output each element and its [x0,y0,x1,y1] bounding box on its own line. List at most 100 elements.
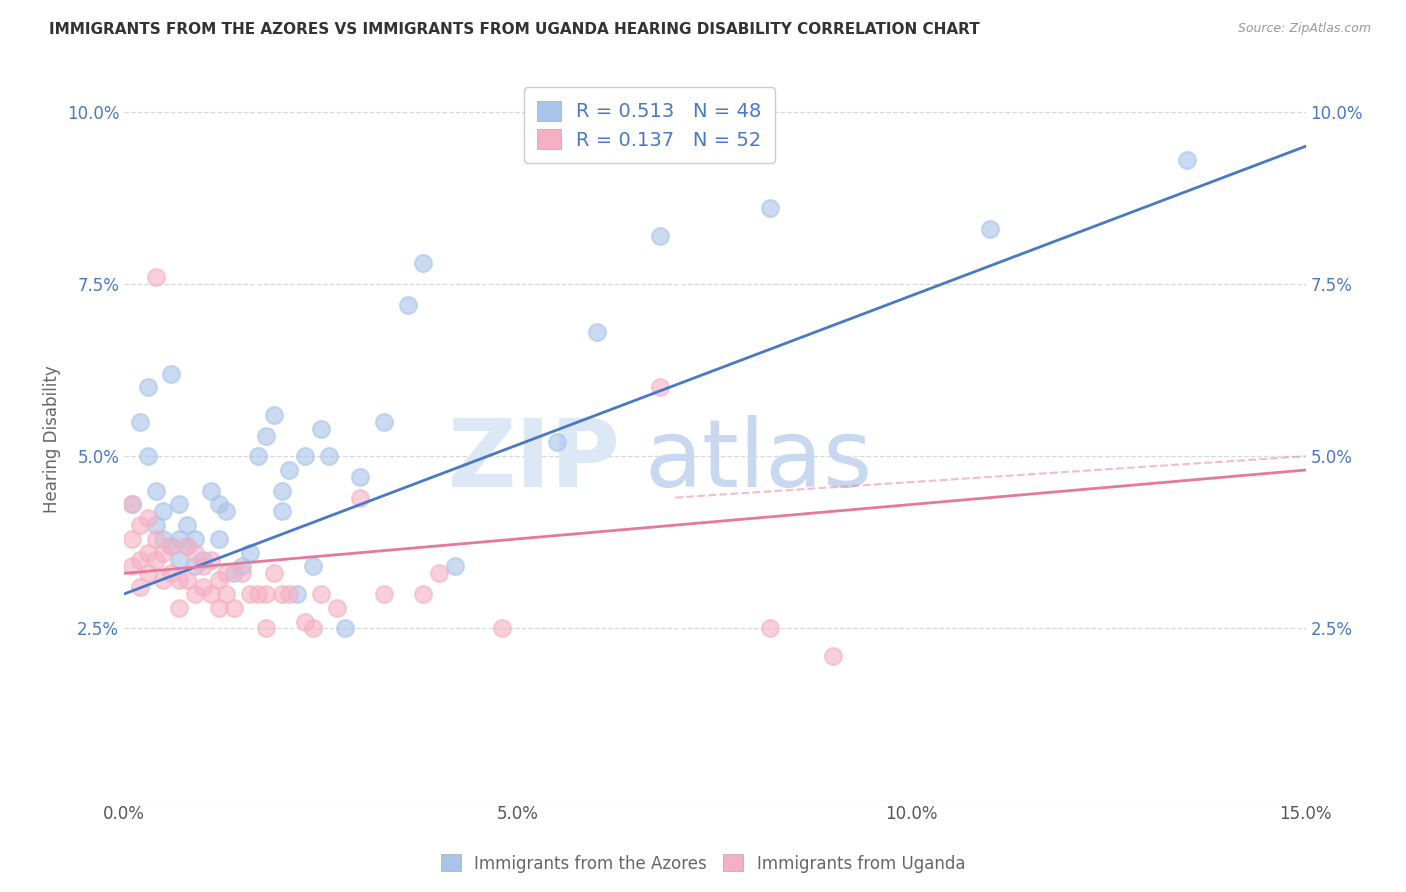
Point [152,546,174,560]
Point [270,587,292,601]
Point [979,222,1001,236]
Point [121,559,143,574]
Point [176,539,198,553]
Point [325,600,347,615]
Point [136,546,159,560]
Point [215,566,238,581]
Point [427,566,450,581]
Point [191,559,214,574]
Point [491,622,513,636]
Point [285,587,308,601]
Point [239,546,262,560]
Point [278,587,301,601]
Point [152,573,174,587]
Point [136,511,159,525]
Point [224,600,246,615]
Point [167,552,190,566]
Point [145,532,167,546]
Point [145,518,167,533]
Point [373,415,395,429]
Point [263,408,285,422]
Point [128,518,150,533]
Point [176,539,198,553]
Point [128,415,150,429]
Point [585,326,607,340]
Point [167,600,190,615]
Point [184,546,207,560]
Point [231,559,253,574]
Point [121,498,143,512]
Text: ZIP: ZIP [447,415,620,507]
Point [396,298,419,312]
Point [184,587,207,601]
Point [121,498,143,512]
Point [821,648,844,663]
Point [167,573,190,587]
Point [207,498,229,512]
Point [254,587,277,601]
Point [759,202,782,216]
Point [412,256,434,270]
Point [207,600,229,615]
Point [648,228,671,243]
Point [648,380,671,394]
Point [278,463,301,477]
Point [1177,153,1199,167]
Point [145,483,167,498]
Point [231,566,253,581]
Point [152,504,174,518]
Point [333,622,356,636]
Point [152,532,174,546]
Point [160,539,183,553]
Point [207,532,229,546]
Point [412,587,434,601]
Point [373,587,395,601]
Point [184,559,207,574]
Point [263,566,285,581]
Y-axis label: Hearing Disability: Hearing Disability [44,365,60,513]
Point [585,139,607,153]
Point [200,552,222,566]
Point [145,270,167,285]
Point [309,587,332,601]
Point [215,504,238,518]
Point [294,449,316,463]
Point [239,587,262,601]
Point [167,498,190,512]
Text: atlas: atlas [644,415,872,507]
Point [309,422,332,436]
Text: IMMIGRANTS FROM THE AZORES VS IMMIGRANTS FROM UGANDA HEARING DISABILITY CORRELAT: IMMIGRANTS FROM THE AZORES VS IMMIGRANTS… [49,22,980,37]
Point [121,532,143,546]
Point [318,449,340,463]
Point [160,566,183,581]
Point [136,449,159,463]
Point [167,532,190,546]
Point [246,587,269,601]
Point [444,559,467,574]
Point [759,622,782,636]
Text: Source: ZipAtlas.com: Source: ZipAtlas.com [1237,22,1371,36]
Point [160,367,183,381]
Point [246,449,269,463]
Point [254,622,277,636]
Point [128,580,150,594]
Point [270,483,292,498]
Point [349,470,371,484]
Point [215,587,238,601]
Point [184,532,207,546]
Point [200,587,222,601]
Point [207,573,229,587]
Point [128,552,150,566]
Point [145,552,167,566]
Point [176,518,198,533]
Point [254,428,277,442]
Legend: Immigrants from the Azores, Immigrants from Uganda: Immigrants from the Azores, Immigrants f… [434,847,972,880]
Point [136,566,159,581]
Point [270,504,292,518]
Point [191,580,214,594]
Point [546,435,568,450]
Point [191,552,214,566]
Point [349,491,371,505]
Point [176,573,198,587]
Point [136,380,159,394]
